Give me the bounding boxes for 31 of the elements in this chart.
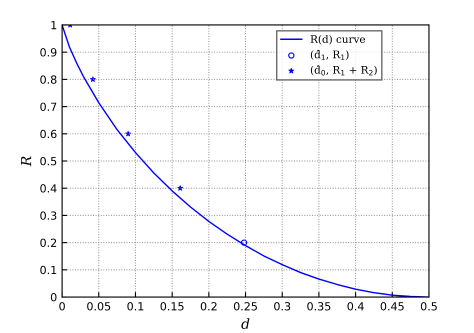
- x-tick-label: 0.35: [307, 302, 330, 310]
- x-tick-label: 0.5: [420, 302, 437, 310]
- y-tick-label: 1: [51, 21, 56, 30]
- y-tick-label: 0.4: [40, 184, 57, 193]
- x-tick-label: 0.3: [274, 302, 290, 310]
- x-tick-label: 0.45: [380, 302, 404, 310]
- y-tick-label: 0.6: [40, 130, 57, 138]
- x-tick-label: 0.15: [160, 302, 184, 310]
- legend-label: R(d) curve: [310, 34, 366, 45]
- y-tick-label: 0.2: [40, 238, 56, 248]
- point: [90, 76, 96, 82]
- x-tick-label: 0.2: [200, 302, 217, 310]
- legend-label: (d̂$_{0}$, R$_{1}$ + R$_{2}$): [310, 65, 377, 76]
- x-tick-label: 0: [59, 302, 65, 310]
- y-axis-title: R: [20, 156, 32, 166]
- y-tick-label: 0.5: [40, 156, 56, 166]
- y-tick-label: 0.3: [40, 211, 56, 220]
- point: [125, 130, 132, 136]
- y-tick-label: 0.9: [40, 48, 56, 57]
- y-tick-label: 0.8: [40, 75, 56, 84]
- y-tick-label: 0: [50, 293, 56, 302]
- x-tick-label: 0.1: [127, 302, 144, 310]
- x-tick-label: 0.25: [234, 302, 257, 310]
- x-tick-label: 0.05: [87, 302, 110, 310]
- line-series: [62, 24, 429, 298]
- x-axis-title: d: [241, 318, 250, 329]
- x-tick-label: 0.4: [347, 302, 364, 310]
- y-tick-label: 0.1: [40, 266, 56, 274]
- y-tick-label: 0.7: [40, 102, 56, 111]
- point: [240, 239, 248, 246]
- legend-label: (d̂$_{1}$, R$_{1}$): [310, 50, 349, 60]
